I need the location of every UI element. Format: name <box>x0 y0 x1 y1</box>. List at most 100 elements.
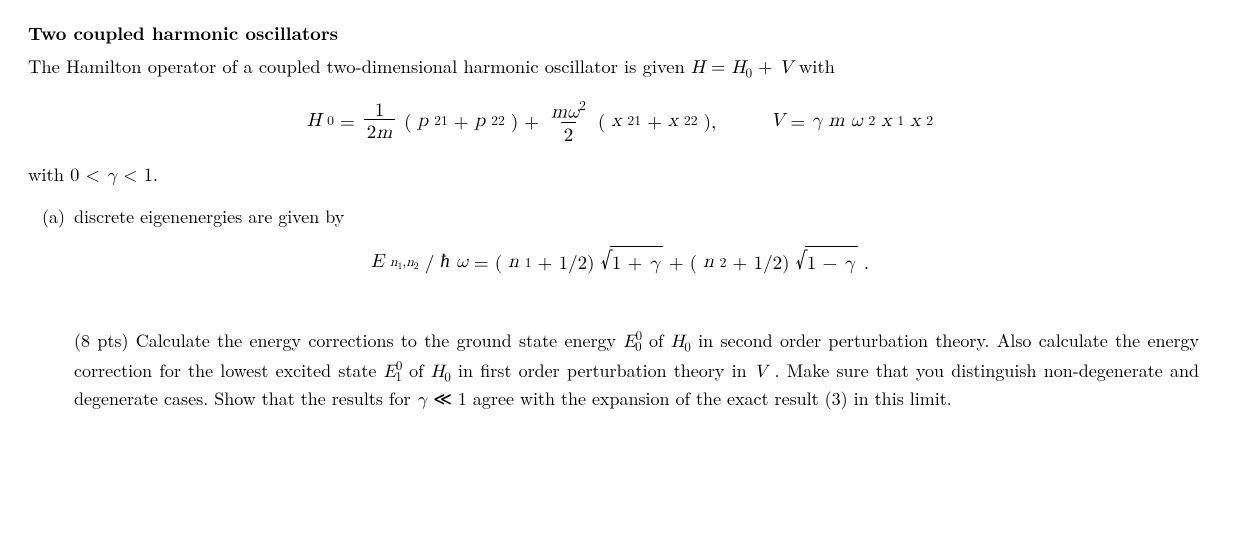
eq2-sqrt1: √1 + γ <box>601 246 663 278</box>
part-a-label: (a) <box>42 204 74 230</box>
body-txt4: in first order perturbation theory in <box>458 358 754 383</box>
body-V: V <box>754 363 768 381</box>
eq2-dot: . <box>864 248 869 276</box>
eq2-lp2: ( <box>690 248 697 276</box>
eq2-E: E <box>371 248 384 276</box>
eq1-frac1: 1 2m <box>364 99 395 142</box>
eq2-E-sub: n1,n2 <box>390 251 419 273</box>
part-a: (a) discrete eigenenergies are given by <box>42 204 1212 230</box>
eq1-H: H <box>307 107 321 135</box>
body-H0: H <box>671 333 685 351</box>
eq1-omega: ω <box>850 107 862 135</box>
body-ll: ≪ 1 agree with the expansion of the exac… <box>433 386 952 411</box>
eq1-frac2-num-sq: 2 <box>579 95 586 114</box>
body-pts: (8 pts) Calculate the energy corrections… <box>74 328 623 353</box>
eq1-frac1-den: 2m <box>364 119 395 142</box>
eq2-half2: + 1/2) <box>732 248 789 276</box>
equation-energies: En1,n2 /ħω = (n1 + 1/2) √1 + γ + (n2 + 1… <box>28 246 1212 278</box>
eq2-n1v: n <box>508 248 519 276</box>
body-E0-sub: 0 <box>635 336 641 355</box>
eq2-sqrt2-a: 1 − <box>807 248 844 275</box>
body-H0-sub: 0 <box>684 336 690 355</box>
part-a-text: discrete eigenenergies are given by <box>74 204 1212 230</box>
intro-eq-equals: = <box>711 53 732 79</box>
eq2-sqrt1-body: 1 + γ <box>610 246 663 278</box>
eq1-p1-sup: 2 <box>434 110 441 130</box>
cond-prefix: with 0 < <box>28 161 106 187</box>
body-E1-sub: 1 <box>395 366 401 385</box>
eq1-x1-sub: 1 <box>634 110 641 130</box>
eq1-frac2-num-w: ω <box>567 102 579 121</box>
eq1-xa: x <box>881 107 891 135</box>
eq1-plus3: + <box>647 107 662 135</box>
intro-eq-H0-sub: 0 <box>745 62 752 81</box>
eq1-equals: = <box>340 107 355 135</box>
eq2-n1v-sub: 1 <box>525 252 532 272</box>
eq1-frac1-num: 1 <box>372 99 388 119</box>
eq2-n2v-sub: 2 <box>720 252 727 272</box>
eq1-p2-sub: 2 <box>498 110 505 130</box>
eq1-lparen1: ( <box>404 107 411 135</box>
eq2-sqrt2-b: γ <box>844 254 855 273</box>
body-H0b: H <box>431 363 445 381</box>
body-txt3: of <box>409 358 431 383</box>
eq2-n2-2: 2 <box>414 258 419 272</box>
intro-text: The Hamilton operator of a coupled two-d… <box>28 53 691 79</box>
eq1-x2-sup: 2 <box>684 110 691 130</box>
eq2-sqrt2-body: 1 − γ <box>805 246 858 278</box>
eq1-x2-sub: 2 <box>691 110 698 130</box>
eq1-gamma: γ <box>811 107 822 135</box>
cond-suffix: < 1. <box>117 161 158 187</box>
condition-line: with 0 < γ < 1. <box>28 161 1212 190</box>
eq1-frac2: mω2 2 <box>548 98 589 144</box>
eq1-frac2-num-m: m <box>551 102 567 121</box>
cond-gamma: γ <box>106 166 117 185</box>
eq1-x1-sup: 2 <box>627 110 634 130</box>
body-H0b-sub: 0 <box>444 366 450 385</box>
eq1-p2: p <box>475 107 486 135</box>
eq1-m: m <box>828 107 844 135</box>
eq1-omega-sq: 2 <box>869 110 876 130</box>
eq1-p1: p <box>418 107 429 135</box>
eq1-p2-sup: 2 <box>491 110 498 130</box>
eq2-n2: n <box>406 255 414 269</box>
part-a-body: (8 pts) Calculate the energy corrections… <box>74 326 1199 413</box>
body-ofH0: of <box>649 328 671 353</box>
eq1-p1-sub: 1 <box>441 110 448 130</box>
eq1-equals2: = <box>791 107 806 135</box>
eq1-xa-sub: 1 <box>897 110 904 130</box>
intro-eq-plus: + <box>758 53 779 79</box>
eq1-frac2-num: mω2 <box>548 98 589 123</box>
section-title: Two coupled harmonic oscillators <box>28 20 1212 47</box>
eq1-frac1-den-m: m <box>376 123 392 142</box>
eq2-n2v: n <box>703 248 714 276</box>
eq1-H-sub: 0 <box>327 110 334 130</box>
eq1-x2: x <box>668 107 678 135</box>
eq2-hbar: ħ <box>440 248 450 276</box>
spacer <box>28 296 1212 306</box>
eq2-lp1: ( <box>495 248 502 276</box>
intro-suffix: with <box>799 53 835 79</box>
eq1-frac1-den-2: 2 <box>367 117 377 144</box>
eq2-sqrt1-a: 1 + <box>612 248 649 275</box>
eq2-equals: = <box>474 248 489 276</box>
body-gamma: γ <box>417 391 428 409</box>
eq1-xb-sub: 2 <box>926 110 933 130</box>
eq2-sqrt1-b: γ <box>649 254 660 273</box>
eq1-rparen1: ) <box>511 107 518 135</box>
eq2-half1: + 1/2) <box>538 248 595 276</box>
eq2-sqrt2: √1 − γ <box>796 246 858 278</box>
body-E0: E <box>623 333 635 351</box>
eq1-frac2-den: 2 <box>561 122 577 143</box>
eq2-slash: / <box>425 248 435 276</box>
eq1-plus2: + <box>524 107 539 135</box>
eq1-plus1: + <box>454 107 469 135</box>
eq1-lparen2: ( <box>598 107 605 135</box>
radical-icon: √ <box>796 247 807 279</box>
eq1-x1: x <box>611 107 621 135</box>
intro-eq-H0: H <box>732 58 746 77</box>
eq2-omega: ω <box>456 248 468 276</box>
eq1-xb: x <box>910 107 920 135</box>
eq1-V: V <box>770 107 784 135</box>
radical-icon: √ <box>601 247 612 279</box>
